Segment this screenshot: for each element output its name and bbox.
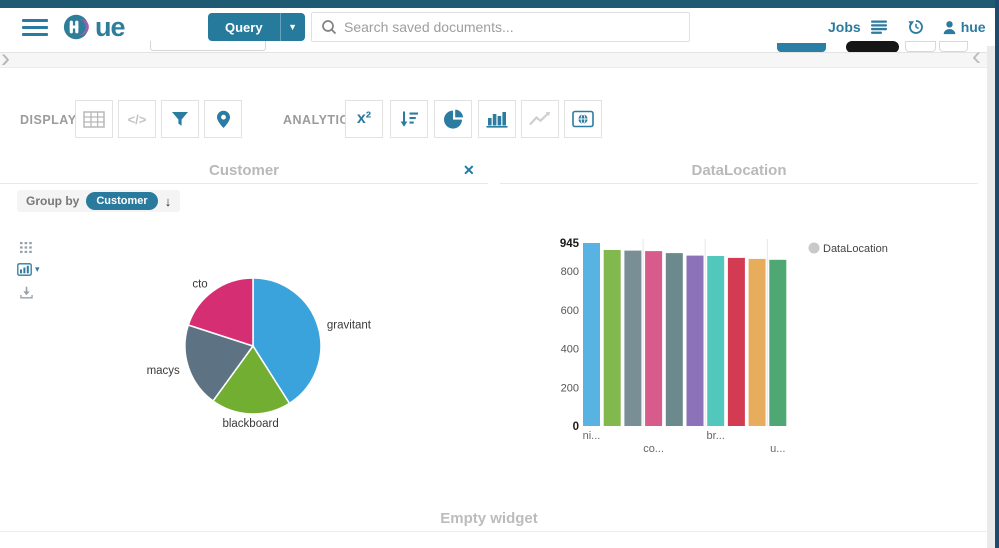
search-box[interactable] [311, 12, 690, 42]
customer-header-divider [0, 183, 488, 184]
datalocation-header-divider [500, 183, 978, 184]
pie-label-blackboard: blackboard [222, 418, 278, 430]
group-by-label: Group by [26, 194, 80, 208]
y-axis-tick: 800 [561, 266, 579, 278]
panel-resize-band [0, 52, 995, 68]
y-axis-tick: 600 [561, 305, 579, 317]
pie-chart-widget-button[interactable] [434, 100, 472, 138]
hue-logo-icon [63, 14, 89, 40]
sort-descending-icon [400, 111, 418, 127]
sort-direction-icon[interactable]: ↓ [164, 193, 172, 209]
y-axis-tick: 0 [573, 421, 579, 433]
bar-0[interactable] [583, 243, 600, 426]
y-axis-tick: 945 [560, 238, 580, 250]
filter-widget-button[interactable] [161, 100, 199, 138]
bar-9[interactable] [769, 259, 787, 426]
query-split-button[interactable]: Query ▼ [208, 13, 305, 41]
sort-widget-button[interactable] [390, 100, 428, 138]
user-icon [943, 20, 955, 34]
bar-chart-icon [486, 112, 508, 128]
datalocation-bar-chart: 945 800 600 400 200 0 ni... co... br... u... DataL… [560, 238, 888, 455]
map-widget-button[interactable] [564, 100, 602, 138]
chart-type-caret-icon: ▾ [35, 264, 40, 274]
bar-5[interactable] [686, 255, 704, 426]
x-axis-tick: u... [770, 443, 785, 455]
line-chart-icon [529, 112, 550, 126]
partial-dropdown-control[interactable] [150, 41, 266, 51]
query-dropdown-caret[interactable]: ▼ [279, 13, 305, 41]
chart-type-picker[interactable]: ▾ [17, 263, 40, 276]
bar-7[interactable] [727, 257, 745, 426]
widget-grid-view-icon[interactable] [20, 242, 33, 254]
download-results-icon[interactable] [20, 286, 33, 299]
search-icon [322, 20, 337, 35]
table-grid-icon [83, 110, 105, 128]
counter-widget-button[interactable]: x² [345, 100, 383, 138]
pie-slice-macys[interactable] [184, 324, 255, 403]
y-axis-tick: 200 [561, 382, 579, 394]
analytics-section-label: ANALYTICS [283, 113, 358, 127]
x-squared-icon: x² [356, 110, 372, 127]
partial-black-button[interactable] [846, 41, 899, 53]
close-customer-widget-icon[interactable]: ✕ [463, 162, 475, 178]
marker-map-widget-button[interactable] [204, 100, 242, 138]
customer-widget-title: Customer [208, 162, 279, 179]
x-axis-tick: co... [643, 443, 664, 455]
chart-type-icon [17, 263, 32, 276]
pie-slice-blackboard[interactable] [211, 344, 291, 415]
window-top-strip [0, 0, 999, 8]
partial-button-2[interactable] [939, 41, 968, 52]
bar-chart-widget-button[interactable] [478, 100, 516, 138]
customer-pie-chart: gravitant blackboard macys cto [147, 277, 372, 430]
line-chart-widget-button[interactable] [521, 100, 559, 138]
hue-logo-text: ue [95, 11, 125, 42]
bar-6[interactable] [707, 256, 725, 426]
bar-2[interactable] [624, 250, 642, 426]
group-by-field-pill[interactable]: Customer [86, 192, 158, 210]
window-right-edge [995, 0, 999, 548]
navbar-right: Jobs [828, 8, 986, 46]
navbar: ue Query ▼ Jobs [0, 8, 995, 46]
pie-label-gravitant: gravitant [327, 320, 372, 332]
code-icon: </> [127, 111, 147, 127]
jobs-link[interactable]: Jobs [828, 19, 861, 35]
empty-widget-divider [0, 531, 988, 532]
group-by-control: Group by Customer ↓ [17, 190, 181, 212]
pie-label-macys: macys [147, 365, 180, 377]
collapse-right-panel-icon[interactable]: ‹ [972, 41, 981, 71]
globe-icon [572, 110, 594, 128]
bar-8[interactable] [748, 258, 766, 426]
legend-dot[interactable] [808, 242, 820, 254]
history-icon[interactable] [908, 19, 924, 35]
x-axis-tick: ni... [583, 430, 601, 442]
partial-button-1[interactable] [905, 41, 936, 52]
bar-4[interactable] [665, 253, 683, 426]
legend-label[interactable]: DataLocation [823, 243, 888, 255]
pie-chart-icon [443, 109, 463, 129]
y-axis-tick: 400 [561, 344, 579, 356]
grid-widget-button[interactable] [75, 100, 113, 138]
empty-widget-title: Empty widget [440, 510, 538, 527]
filter-funnel-icon [172, 112, 188, 126]
bar-1[interactable] [603, 250, 621, 426]
user-name: hue [960, 19, 986, 35]
bar-3[interactable] [645, 251, 663, 426]
display-section-label: DISPLAY [20, 113, 77, 127]
search-input[interactable] [344, 19, 680, 35]
vertical-scrollbar[interactable] [987, 46, 995, 548]
partial-teal-button[interactable] [777, 43, 826, 52]
x-axis-tick: br... [707, 430, 725, 442]
html-widget-button[interactable]: </> [118, 100, 156, 138]
map-marker-icon [216, 110, 230, 128]
query-button[interactable]: Query [208, 13, 280, 41]
expand-left-panel-icon[interactable]: › [1, 43, 10, 73]
jobs-list-icon[interactable] [870, 20, 888, 34]
hue-logo[interactable]: ue [62, 11, 125, 43]
pie-slice-cto[interactable] [187, 277, 254, 348]
user-menu[interactable]: hue [942, 19, 986, 35]
pie-label-cto: cto [192, 279, 207, 291]
hamburger-menu-icon[interactable] [22, 19, 48, 36]
datalocation-widget-title: DataLocation [691, 162, 787, 179]
